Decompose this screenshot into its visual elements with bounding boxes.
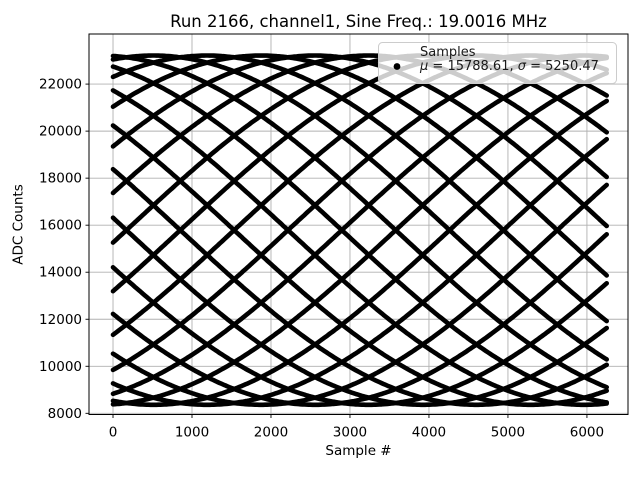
plot-title: Run 2166, channel1, Sine Freq.: 19.0016 … [170, 12, 547, 31]
strand [110, 70, 609, 407]
x-tick-label: 4000 [412, 425, 446, 441]
y-tick-label: 22000 [39, 77, 82, 93]
x-tick-label: 1000 [175, 425, 209, 441]
strand [110, 53, 609, 278]
legend-marker-dot-icon [393, 63, 401, 70]
grid [89, 34, 628, 415]
x-tick-label: 3000 [333, 425, 367, 441]
x-tick-label: 5000 [491, 425, 525, 441]
strand [110, 53, 609, 229]
mu-symbol: μ [420, 59, 429, 74]
y-tick-label: 14000 [39, 265, 82, 281]
strand [110, 123, 609, 408]
y-tick-label: 18000 [39, 171, 82, 187]
y-tick-label: 20000 [39, 124, 82, 140]
legend-stats: μ = 15788.61, σ = 5250.47 [420, 59, 599, 75]
sigma-value: = 5250.47 [525, 59, 599, 74]
axes-spines [88, 33, 629, 415]
y-axis-label: ADC Counts [10, 184, 27, 265]
strand [110, 232, 609, 408]
strand [110, 215, 609, 408]
strand [110, 98, 609, 408]
legend-title: Samples [420, 45, 476, 60]
tick-marks [85, 83, 588, 418]
strand [110, 53, 609, 324]
y-tick-label: 10000 [39, 359, 82, 375]
strand [110, 64, 609, 405]
sigma-symbol: σ [517, 59, 526, 74]
strand [110, 166, 609, 408]
strand [110, 182, 609, 408]
strand [110, 53, 609, 390]
x-axis-label: Sample # [325, 443, 392, 459]
x-tick-label: 6000 [570, 425, 604, 441]
strand [110, 53, 609, 362]
y-tick-label: 12000 [39, 312, 82, 328]
strand [110, 265, 609, 408]
strand [110, 53, 609, 196]
y-tick-label: 16000 [39, 218, 82, 234]
tick-labels: 0 1000 2000 3000 4000 5000 6000 8000 10000 12000 1… [39, 77, 604, 441]
strand [110, 88, 609, 408]
mu-value: = 15788.61, [428, 59, 518, 74]
strand [110, 55, 609, 397]
legend-box [378, 42, 617, 84]
strand [110, 136, 609, 408]
x-tick-label: 2000 [254, 425, 288, 441]
x-tick-label: 0 [109, 425, 118, 441]
y-tick-label: 8000 [48, 406, 82, 422]
